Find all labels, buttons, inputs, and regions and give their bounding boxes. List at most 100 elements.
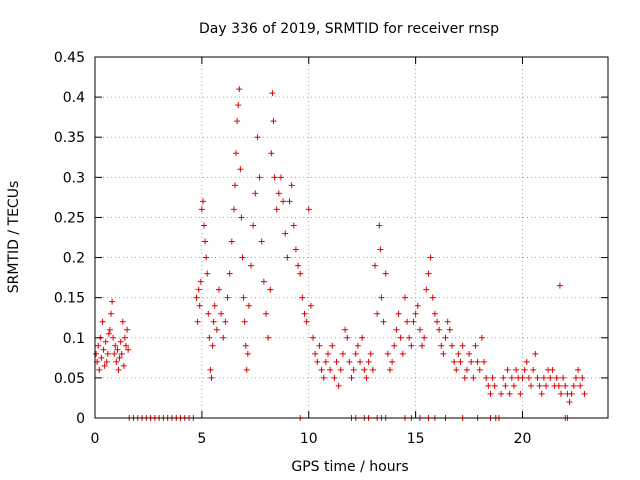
data-point [301,310,308,317]
data-point [210,318,217,325]
data-point [487,390,494,397]
data-point [106,326,113,333]
data-point [269,90,276,97]
data-point [575,366,582,373]
tick-labels: 0 0.05 0.1 0.15 0.2 0.25 0.3 0.35 0.4 0.45 0 5 10 15 2… [54,50,532,447]
data-point [570,382,577,389]
data-point [461,374,468,381]
data-point [230,206,237,213]
data-point [312,350,319,357]
data-point [476,366,483,373]
data-point [114,346,121,353]
axis-ticks [94,56,608,419]
data-point [222,318,229,325]
data-point [112,342,119,349]
data-point [404,318,411,325]
data-point [203,254,210,261]
data-point [510,382,517,389]
data-point [350,366,357,373]
data-point [421,334,428,341]
data-point [557,390,564,397]
data-point [412,310,419,317]
data-point [224,294,231,301]
data-point [342,326,349,333]
data-point [288,182,295,189]
y-tick-label: 0.3 [63,170,85,186]
data-point [220,334,227,341]
data-point [581,390,588,397]
data-point [297,270,304,277]
y-tick-label: 0.4 [63,90,85,106]
data-point [273,206,280,213]
data-point [100,346,107,353]
data-point [110,334,117,341]
y-tick-label: 0.05 [54,371,85,387]
data-point [267,286,274,293]
data-point [391,342,398,349]
data-point [96,366,103,373]
y-tick-label: 0.35 [54,130,85,146]
data-point [543,382,550,389]
data-point [568,390,575,397]
data-point [201,222,208,229]
data-point [103,358,110,365]
data-point [508,374,515,381]
data-point [470,374,477,381]
data-point [463,366,470,373]
data-point [365,358,372,365]
data-point [120,362,127,369]
data-point [423,286,430,293]
data-point [307,302,314,309]
data-point [344,334,351,341]
data-point [352,350,359,357]
data-point [280,198,287,205]
data-point [416,326,423,333]
data-point [236,86,243,93]
data-point [286,198,293,205]
data-point [271,174,278,181]
data-point [111,350,118,357]
data-point [453,366,460,373]
data-point [290,222,297,229]
data-point [320,374,327,381]
data-point [205,310,212,317]
x-tick-label: 15 [407,431,425,447]
plot-frame [94,56,609,419]
data-point [314,358,321,365]
data-point [408,342,415,349]
data-point [556,282,563,289]
data-point [102,338,109,345]
data-point [119,318,126,325]
data-point [109,298,116,305]
data-point [101,362,108,369]
data-point [369,366,376,373]
data-point [196,302,203,309]
data-point [517,390,524,397]
data-point [121,334,128,341]
data-point [372,262,379,269]
data-point [393,326,400,333]
data-point [248,262,255,269]
data-point [553,374,560,381]
y-axis-label: SRMTID / TECUs [6,181,22,294]
data-point [562,382,569,389]
y-tick-label: 0.2 [63,251,85,267]
data-point [329,342,336,349]
data-point [472,342,479,349]
data-point [419,342,426,349]
data-point [233,150,240,157]
data-point [275,190,282,197]
data-point [202,238,209,245]
y-tick-label: 0.1 [63,331,85,347]
data-point [270,118,277,125]
data-point [244,350,251,357]
data-point [197,278,204,285]
data-point [414,302,421,309]
y-tick-label: 0.45 [54,50,85,66]
data-point [277,174,284,181]
data-point [122,342,129,349]
data-point [195,286,202,293]
data-point [376,222,383,229]
data-point [348,374,355,381]
data-point [209,342,216,349]
